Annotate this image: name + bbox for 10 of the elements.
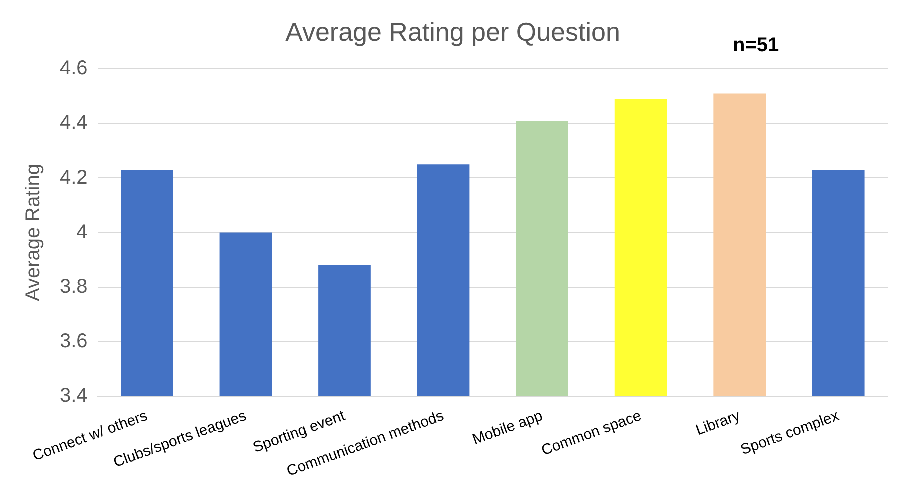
y-tick-label: 4.4 [60, 112, 88, 134]
y-tick-label: 3.6 [60, 330, 88, 352]
y-tick-label: 4 [76, 221, 88, 244]
y-tick-label: 4.2 [60, 166, 88, 189]
y-tick-label: 3.4 [60, 384, 88, 407]
y-tick-label: 3.8 [60, 276, 88, 298]
y-tick-label: 4.6 [60, 58, 88, 80]
text: n=51 [733, 34, 780, 57]
y-axis-title: Average Rating [22, 164, 45, 302]
chart-title: Average Rating per Question [286, 16, 620, 47]
